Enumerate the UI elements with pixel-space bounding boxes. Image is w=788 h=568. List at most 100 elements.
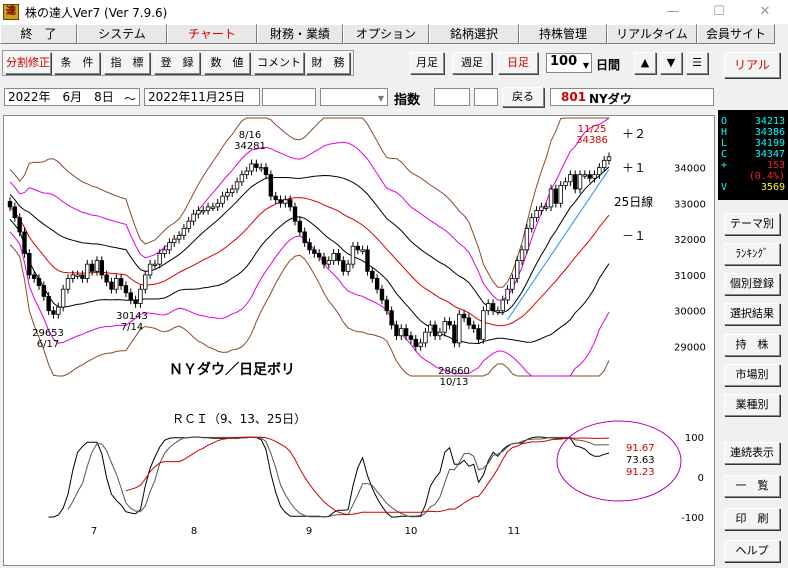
candle-body: [263, 167, 269, 176]
period-up-icon[interactable]: ▲: [634, 52, 656, 74]
band-plus3-line: [9, 117, 609, 288]
candle-body: [495, 310, 501, 313]
side-button-5[interactable]: 市場別: [724, 364, 780, 386]
candle-body: [31, 274, 37, 279]
end-date-field[interactable]: 2022年11月25日: [144, 88, 260, 106]
candle-body: [75, 274, 80, 277]
side-button-10[interactable]: ヘルプ: [724, 540, 780, 562]
minimize-button[interactable]: —: [666, 4, 680, 19]
candle-body: [128, 292, 133, 301]
rci-value: 91.23: [626, 467, 655, 478]
quote-key: L: [721, 138, 728, 149]
quote-row: (0.4%): [718, 171, 788, 182]
candle-body: [471, 324, 476, 330]
candle-body: [350, 245, 356, 265]
register-button[interactable]: 登 録: [154, 52, 200, 74]
period-select[interactable]: 100 ▼: [546, 53, 592, 73]
menu-item-0[interactable]: 終 了: [0, 24, 77, 44]
split-adjust-button[interactable]: 分割修正: [5, 52, 51, 74]
menu-item-4[interactable]: オプション: [343, 24, 429, 44]
blank-field[interactable]: [262, 88, 316, 106]
symbol-field[interactable]: 801 NYダウ: [550, 88, 714, 106]
band-label: ＋２: [622, 127, 646, 141]
window-title: 株の達人Ver7 (Ver 7.9.6): [25, 5, 168, 20]
month-label: 9: [306, 526, 312, 537]
candle-body: [360, 249, 365, 252]
quote-value: (0.4%): [748, 171, 785, 182]
index-field-1[interactable]: [434, 88, 470, 106]
period-down-icon[interactable]: ▼: [660, 52, 682, 74]
candle-body: [210, 206, 216, 209]
menu-item-2[interactable]: チャート: [167, 24, 257, 44]
candle-body: [133, 299, 138, 304]
menu-item-5[interactable]: 銘柄選択: [429, 24, 519, 44]
daily-button[interactable]: 日足: [498, 52, 538, 74]
side-button-9[interactable]: 印 刷: [724, 508, 780, 530]
candle-body: [481, 310, 486, 340]
condition-button[interactable]: 条 件: [54, 52, 100, 74]
side-button-6[interactable]: 業種別: [724, 394, 780, 416]
candle-body: [423, 331, 428, 344]
back-button[interactable]: 戻る: [502, 87, 544, 107]
maximize-button[interactable]: ☐: [713, 4, 725, 19]
candle-body: [89, 263, 95, 272]
candle-body: [408, 335, 414, 340]
realtime-button[interactable]: リアル: [724, 52, 780, 78]
start-date-field[interactable]: 2022年 6月 8日: [4, 88, 140, 106]
candle-body: [51, 310, 56, 315]
market-select[interactable]: ▼: [320, 88, 388, 106]
rci-9-line: [48, 436, 610, 518]
side-button-0[interactable]: テーマ別: [724, 213, 780, 235]
quote-value: 34386: [754, 127, 785, 138]
menu-item-7[interactable]: リアルタイム: [607, 24, 697, 44]
rci-tick-label: 0: [698, 473, 704, 484]
chart-panel[interactable]: 34000 33000 32000 31000 30000 29000 ＋２ ＋１ 25日線 －１…: [3, 115, 715, 566]
quote-key: +: [721, 160, 728, 171]
menu-item-8[interactable]: 会員サイト: [697, 24, 775, 44]
candle-body: [312, 249, 317, 254]
menu-item-1[interactable]: システム: [77, 24, 167, 44]
side-button-8[interactable]: 一 覧: [724, 475, 780, 497]
price-annotation: 7/14: [121, 322, 143, 333]
price-annotation: 34281: [234, 141, 266, 152]
candle-body: [428, 324, 433, 333]
side-button-2[interactable]: 個別登録: [724, 273, 780, 295]
candle-body: [196, 210, 201, 215]
menu-item-6[interactable]: 持株管理: [519, 24, 607, 44]
candle-body: [457, 313, 462, 344]
candle-body: [292, 206, 298, 222]
side-button-4[interactable]: 持 株: [724, 334, 780, 356]
candle-body: [568, 174, 573, 183]
value-button[interactable]: 数 値: [204, 52, 250, 74]
band-ma25-line: [9, 197, 610, 327]
candle-body: [524, 227, 530, 251]
quote-row: C 34347: [718, 149, 788, 160]
menu-list-icon[interactable]: ☰: [686, 52, 708, 74]
index-field-2[interactable]: [474, 88, 498, 106]
indicator-button[interactable]: 指 標: [104, 52, 150, 74]
candle-body: [519, 249, 525, 261]
candle-body: [510, 278, 515, 290]
finance-button[interactable]: 財 務: [306, 52, 350, 74]
menu-item-3[interactable]: 財務・業績: [257, 24, 343, 44]
price-tick-label: 30000: [674, 307, 706, 318]
side-button-7[interactable]: 連続表示: [724, 442, 780, 464]
candle-body: [326, 260, 332, 265]
quote-key: C: [721, 149, 728, 160]
candle-body: [147, 263, 153, 276]
band-minus1-line: [9, 216, 610, 345]
quote-key: V: [721, 182, 728, 193]
quote-row: L 34199: [718, 138, 788, 149]
candle-body: [597, 167, 602, 176]
candle-body: [278, 199, 283, 204]
candle-body: [109, 281, 114, 290]
monthly-button[interactable]: 月足: [410, 52, 444, 74]
weekly-button[interactable]: 週足: [452, 52, 492, 74]
side-button-1[interactable]: ﾗﾝｷﾝｸﾞ: [724, 243, 780, 265]
close-button[interactable]: ✕: [759, 4, 771, 19]
candle-body: [539, 206, 544, 211]
side-button-3[interactable]: 選択結果: [724, 303, 780, 325]
month-label: 7: [91, 526, 97, 537]
comment-button[interactable]: コメント: [254, 52, 304, 74]
candle-body: [500, 299, 505, 312]
